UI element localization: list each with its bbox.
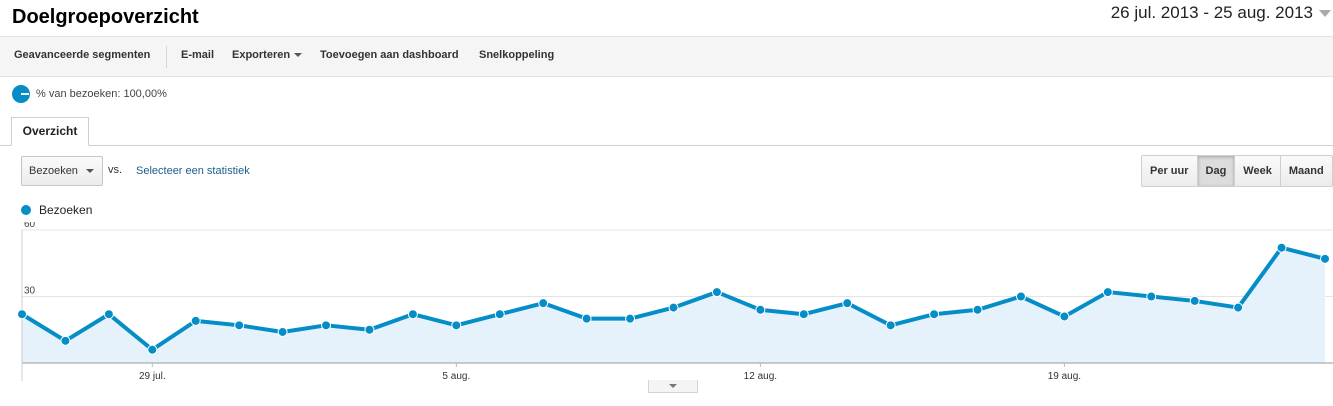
data-point — [1276, 242, 1287, 253]
data-point — [321, 320, 332, 331]
data-point — [1320, 253, 1330, 264]
vs-label: vs. — [108, 164, 123, 176]
data-point — [17, 309, 27, 320]
visits-chart: 30 60 29 jul. 5 aug. 12 aug. 19 aug. — [17, 222, 1333, 382]
chevron-down-icon — [294, 53, 303, 58]
add-to-dashboard-button[interactable]: Toevoegen aan dashboard — [320, 49, 459, 61]
segment-label: % van bezoeken: 100,00% — [36, 88, 167, 100]
data-point — [103, 309, 114, 320]
export-button[interactable]: Exporteren — [232, 49, 303, 61]
data-point — [1015, 291, 1026, 302]
data-point — [972, 304, 983, 315]
data-point — [885, 320, 896, 331]
data-point — [1233, 302, 1244, 313]
data-point — [711, 287, 722, 298]
segment-indicator: % van bezoeken: 100,00% — [12, 84, 167, 104]
select-metric-link[interactable]: Selecteer een statistiek — [136, 165, 250, 177]
data-point — [1102, 287, 1113, 298]
y-tick-label: 60 — [24, 222, 36, 230]
data-point — [625, 313, 636, 324]
page-title: Doelgroepoverzicht — [12, 6, 199, 28]
data-point — [581, 313, 592, 324]
x-tick-label: 12 aug. — [744, 371, 777, 382]
data-point — [234, 320, 245, 331]
data-point — [1059, 311, 1070, 322]
legend-label: Bezoeken — [39, 203, 93, 217]
date-range-picker[interactable]: 26 jul. 2013 - 25 aug. 2013 — [1110, 3, 1313, 22]
tab-overview[interactable]: Overzicht — [11, 117, 89, 146]
granularity-switcher: Per uur Dag Week Maand — [1141, 155, 1333, 187]
data-point — [842, 298, 853, 309]
data-point — [451, 320, 462, 331]
metric-select-label: Bezoeken — [29, 165, 78, 177]
data-point — [1189, 295, 1200, 306]
data-point — [277, 326, 288, 337]
chevron-down-icon — [669, 384, 677, 388]
data-point — [494, 309, 505, 320]
y-tick-label: 30 — [24, 286, 36, 297]
x-tick-label: 29 jul. — [139, 371, 166, 382]
data-point — [190, 315, 201, 326]
series-area — [22, 247, 1325, 363]
data-point — [147, 344, 158, 355]
date-range-caret-icon[interactable] — [1319, 10, 1331, 17]
toolbar-divider — [166, 46, 167, 68]
granularity-week-button[interactable]: Week — [1234, 156, 1280, 186]
email-button[interactable]: E-mail — [181, 49, 215, 61]
chart-legend: Bezoeken — [21, 203, 92, 217]
legend-dot-icon — [21, 205, 31, 215]
data-point — [538, 298, 549, 309]
export-label: Exporteren — [232, 49, 291, 61]
chevron-down-icon — [86, 169, 94, 173]
granularity-month-button[interactable]: Maand — [1279, 156, 1332, 186]
x-tick-label: 19 aug. — [1048, 371, 1081, 382]
data-point — [407, 309, 418, 320]
data-point — [364, 324, 375, 335]
shortcut-button[interactable]: Snelkoppeling — [479, 49, 555, 61]
data-point — [755, 304, 766, 315]
granularity-day-button[interactable]: Dag — [1196, 156, 1235, 186]
tab-divider — [0, 145, 1333, 146]
advanced-segments-button[interactable]: Geavanceerde segmenten — [14, 49, 151, 61]
data-point — [668, 302, 679, 313]
data-point — [929, 309, 940, 320]
data-point — [798, 309, 809, 320]
report-toolbar: Geavanceerde segmenten E-mail Exporteren… — [0, 36, 1333, 77]
granularity-hour-button[interactable]: Per uur — [1150, 165, 1189, 177]
chart-collapse-handle[interactable] — [648, 380, 698, 393]
x-tick-label: 5 aug. — [442, 371, 470, 382]
data-point — [1146, 291, 1157, 302]
data-point — [60, 335, 71, 346]
metric-select[interactable]: Bezoeken — [21, 156, 103, 186]
segment-pie-icon — [12, 85, 30, 103]
